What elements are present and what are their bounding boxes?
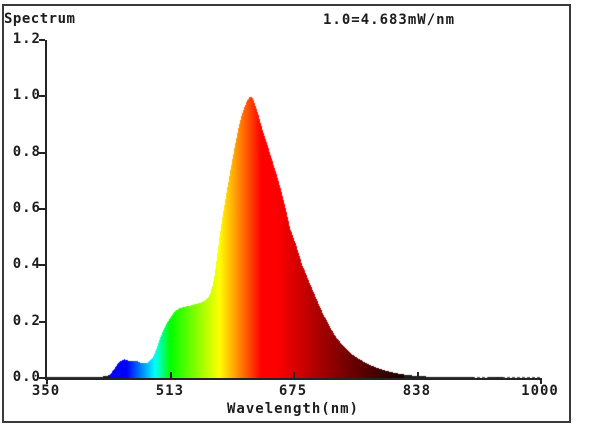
y-tick-label: 0.6 [12, 200, 41, 216]
x-tick [46, 378, 48, 384]
y-tick [39, 39, 45, 41]
y-tick-label: 0.4 [12, 256, 41, 273]
x-tick-label: 1000 [521, 383, 559, 399]
plot-area [39, 39, 542, 384]
x-tick-label: 675 [278, 383, 308, 399]
chart-frame [2, 4, 571, 423]
x-tick [293, 372, 295, 378]
x-tick [416, 372, 419, 378]
x-axis-title: Wavelength(nm) [226, 401, 359, 417]
y-tick [39, 151, 45, 154]
y-tick-label: 1.0 [12, 87, 41, 104]
y-tick-label: 1.2 [12, 31, 41, 47]
x-tick [540, 378, 542, 384]
scale-factor-note: 1.0=4.683mW/nm [323, 12, 456, 28]
x-tick-label: 838 [402, 383, 432, 399]
x-tick-label: 513 [155, 383, 185, 399]
y-tick-label: 0.0 [12, 369, 41, 385]
x-tick [169, 372, 172, 378]
y-tick-label: 0.2 [12, 312, 41, 329]
spectrum-curve-canvas [47, 40, 541, 378]
y-tick [39, 377, 45, 379]
y-tick [39, 264, 45, 267]
x-axis-labels: 350 513 675 838 1000 [32, 383, 558, 399]
y-axis-labels: 0.0 0.2 0.4 0.6 0.8 1.0 1.2 [0, 31, 41, 385]
x-tick-label: 350 [31, 383, 61, 399]
y-tick-label: 0.8 [12, 143, 41, 160]
y-tick [39, 320, 45, 323]
y-tick [39, 208, 45, 210]
y-tick [39, 95, 45, 98]
chart-title: Spectrum [4, 11, 76, 27]
